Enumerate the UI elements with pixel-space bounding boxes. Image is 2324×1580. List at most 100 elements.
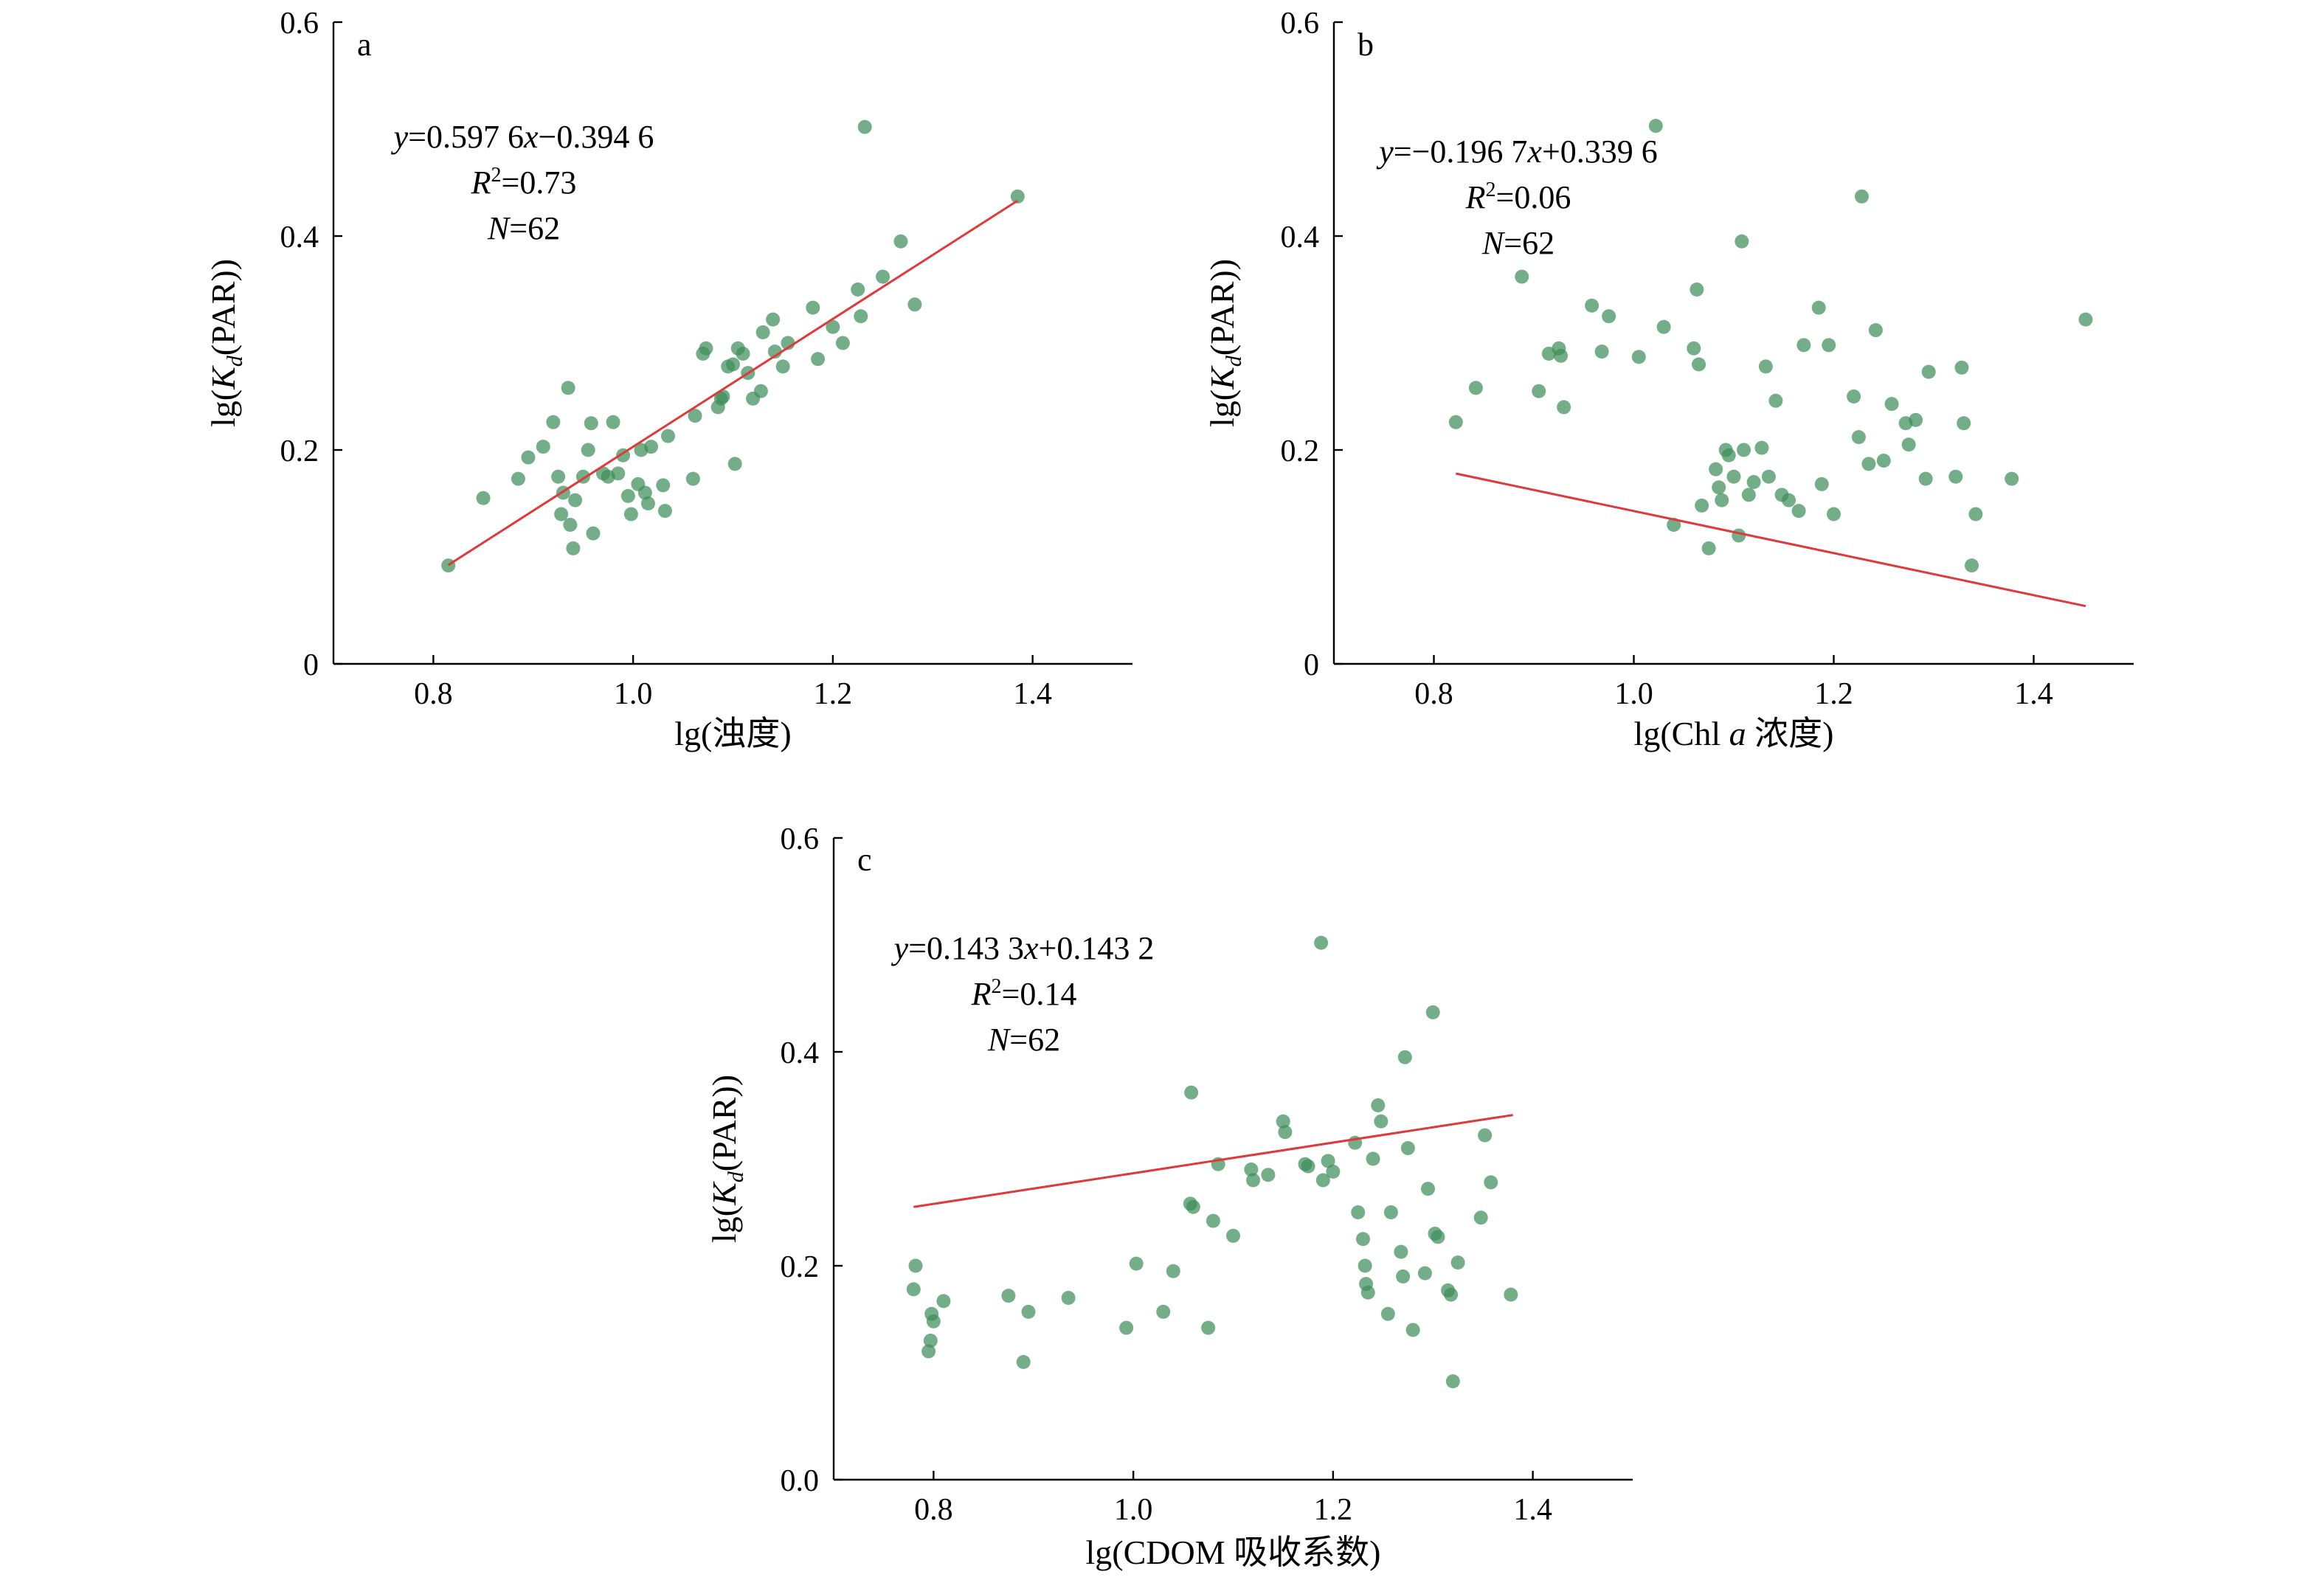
data-point xyxy=(1276,1114,1290,1129)
data-point xyxy=(1473,1210,1488,1225)
data-point xyxy=(1478,1128,1493,1143)
data-point xyxy=(1726,469,1741,484)
data-point xyxy=(1326,1164,1341,1179)
data-point xyxy=(1431,1230,1445,1244)
data-point xyxy=(766,312,781,327)
y-tick-label: 0.6 xyxy=(280,7,319,41)
data-point xyxy=(1761,469,1776,484)
data-point xyxy=(586,526,601,541)
data-point xyxy=(1741,488,1756,502)
data-point xyxy=(656,478,671,493)
data-point xyxy=(1715,493,1729,507)
data-point xyxy=(1768,393,1783,408)
chart-panel-c: 0.8 1.0 1.2 1.4 0.0 0.2 0.4 0.6 lg(CDOM 吸收系数) lg(… xyxy=(705,822,1633,1571)
x-axis-label: lg(Chl a 浓度) xyxy=(1634,715,1834,752)
y-tick-label: 0.2 xyxy=(1281,434,1320,468)
data-point xyxy=(936,1294,951,1309)
data-point xyxy=(1278,1125,1293,1140)
data-point xyxy=(521,450,536,465)
data-point xyxy=(926,1314,941,1328)
y-tick-label: 0.4 xyxy=(781,1036,820,1070)
data-point xyxy=(1701,541,1716,555)
data-point xyxy=(1448,415,1463,429)
y-tick-label: 0.0 xyxy=(781,1464,820,1498)
chart-panel-b: 0.8 1.0 1.2 1.4 0 0.2 0.4 0.6 lg(Chl a 浓度) lg(Kd(… xyxy=(1203,7,2134,752)
data-point xyxy=(908,1258,923,1273)
data-point xyxy=(1554,348,1569,363)
data-point xyxy=(1585,298,1600,313)
data-point xyxy=(511,471,525,486)
data-point xyxy=(1383,1205,1398,1219)
data-point xyxy=(1010,189,1025,204)
data-point xyxy=(727,457,742,471)
data-point xyxy=(1695,498,1709,513)
data-point xyxy=(1968,507,1983,522)
data-point xyxy=(554,507,569,522)
data-point xyxy=(1854,189,1869,204)
data-point xyxy=(1396,1269,1411,1283)
data-point xyxy=(1712,480,1726,495)
data-point xyxy=(1450,1255,1465,1270)
data-point xyxy=(1355,1232,1370,1247)
data-point xyxy=(1394,1244,1408,1259)
data-point xyxy=(851,283,865,297)
data-point xyxy=(1016,1355,1031,1369)
data-point xyxy=(1964,558,1979,573)
data-point xyxy=(726,357,740,372)
data-point xyxy=(835,336,850,350)
y-axis-label: lg(Kd(PAR)) xyxy=(705,1075,748,1243)
data-point xyxy=(1380,1306,1395,1321)
data-point xyxy=(1868,323,1883,338)
regression-equation: y=0.597 6x−0.394 6 xyxy=(391,119,654,155)
regression-equation: y=0.143 3x+0.143 2 xyxy=(891,930,1155,966)
data-point xyxy=(561,381,575,395)
data-point xyxy=(1796,338,1811,353)
data-point xyxy=(685,471,700,486)
data-point xyxy=(1119,1320,1134,1335)
data-point xyxy=(1397,1050,1412,1064)
data-point xyxy=(1420,1182,1435,1196)
data-point xyxy=(1400,1141,1415,1155)
data-point xyxy=(1827,507,1841,522)
data-point xyxy=(1244,1163,1259,1177)
data-point xyxy=(1315,1173,1330,1188)
data-point xyxy=(1001,1289,1016,1303)
data-point xyxy=(1374,1114,1388,1129)
data-point xyxy=(1557,400,1571,415)
data-point xyxy=(736,347,750,361)
panel-letter: a xyxy=(357,27,372,63)
data-point xyxy=(1504,1287,1518,1302)
data-point xyxy=(640,496,655,510)
r-squared-label: R2=0.14 xyxy=(971,975,1077,1012)
y-tick-label: 0.4 xyxy=(1281,221,1320,254)
data-point xyxy=(581,443,595,457)
data-point xyxy=(536,440,550,454)
data-point xyxy=(566,541,581,555)
data-point xyxy=(623,507,638,522)
x-tick-label: 0.8 xyxy=(914,1493,953,1527)
data-point xyxy=(893,234,908,249)
data-point xyxy=(1358,1258,1372,1273)
data-point xyxy=(1732,528,1746,543)
data-point xyxy=(1129,1256,1144,1271)
y-tick-label: 0.6 xyxy=(781,822,820,856)
data-point xyxy=(1876,454,1891,468)
data-point xyxy=(1061,1291,1076,1305)
data-point xyxy=(1909,412,1923,427)
data-point xyxy=(1261,1168,1276,1182)
data-point xyxy=(1351,1205,1366,1219)
data-point xyxy=(1692,357,1706,372)
data-point xyxy=(1405,1323,1420,1337)
data-point xyxy=(1594,344,1609,359)
x-tick-label: 0.8 xyxy=(414,677,453,711)
y-tick-label: 0.4 xyxy=(280,221,319,254)
data-point xyxy=(1861,457,1876,471)
data-point xyxy=(551,469,566,484)
data-point xyxy=(854,309,868,324)
y-tick-label: 0 xyxy=(303,648,319,682)
panel-letter: c xyxy=(857,842,872,878)
data-point xyxy=(1648,119,1663,134)
data-point xyxy=(826,319,840,334)
x-tick-label: 0.8 xyxy=(1414,677,1453,711)
